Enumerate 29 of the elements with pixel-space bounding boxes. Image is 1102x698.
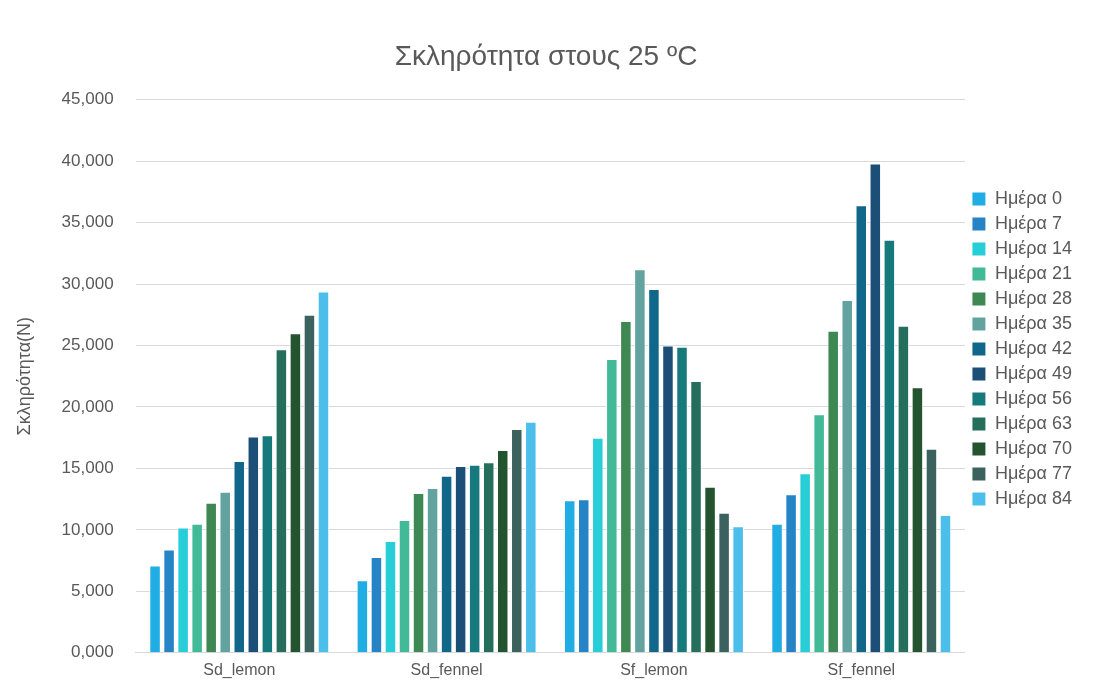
- y-tick-label: 35,000: [61, 212, 114, 232]
- legend-label: Ημέρα 7: [994, 212, 1062, 233]
- legend-label: Ημέρα 28: [994, 287, 1072, 308]
- legend-label: Ημέρα 70: [994, 437, 1072, 458]
- legend-label: Ημέρα 56: [994, 387, 1072, 408]
- y-tick-label: 10,000: [61, 519, 114, 539]
- legend-label: Ημέρα 63: [994, 412, 1072, 433]
- y-tick-label: 25,000: [61, 335, 114, 355]
- legend-label: Ημέρα 49: [994, 362, 1072, 383]
- legend-label: Ημέρα 0: [994, 187, 1062, 208]
- y-tick-label: 15,000: [61, 458, 114, 478]
- y-tick-label: 40,000: [61, 150, 114, 170]
- legend-label: Ημέρα 14: [994, 237, 1072, 258]
- chart-title: Σκληρότητα στους 25 ºC: [394, 39, 698, 71]
- y-tick-label: 0,000: [71, 642, 114, 662]
- y-tick-label: 5,000: [71, 581, 114, 601]
- legend-label: Ημέρα 84: [994, 487, 1072, 508]
- x-tick-label: Sf_lemon: [620, 660, 688, 679]
- legend-label: Ημέρα 77: [994, 462, 1072, 483]
- y-tick-label: 45,000: [61, 89, 114, 109]
- y-tick-label: 20,000: [61, 396, 114, 416]
- x-tick-label: Sd_fennel: [410, 660, 483, 679]
- legend-label: Ημέρα 21: [994, 262, 1072, 283]
- x-tick-label: Sd_lemon: [203, 660, 276, 679]
- y-axis-title: Σκληρότητα(N): [13, 316, 34, 436]
- legend-label: Ημέρα 42: [994, 337, 1072, 358]
- legend-label: Ημέρα 35: [994, 312, 1072, 333]
- y-tick-label: 30,000: [61, 273, 114, 293]
- x-tick-label: Sf_fennel: [827, 660, 896, 679]
